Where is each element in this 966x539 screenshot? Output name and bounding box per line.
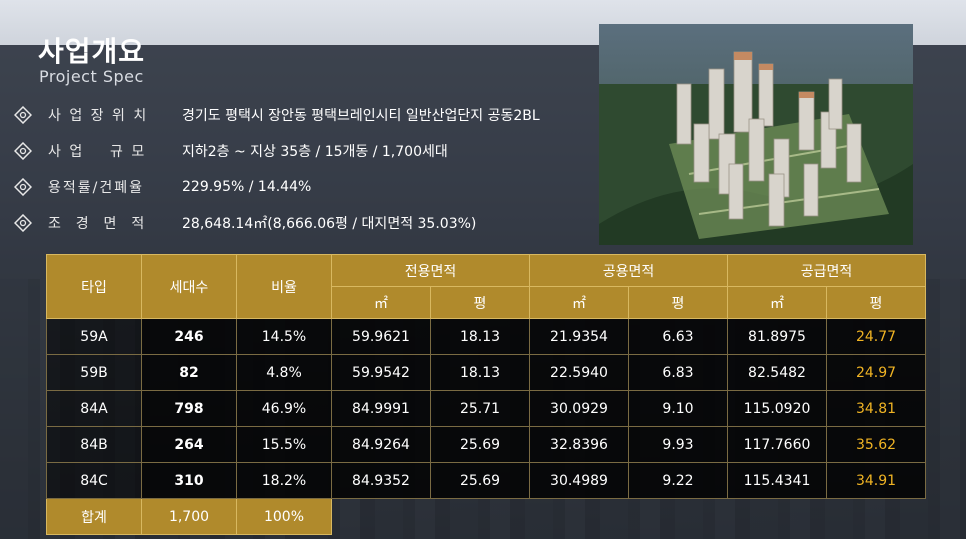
unit-header-pyeong: 평 [628, 286, 728, 319]
cell-common-pyeong: 9.93 [628, 426, 728, 463]
table-row: 84C 310 18.2% 84.9352 25.69 30.4989 9.22… [46, 462, 926, 499]
spec-label: 용적률/건폐율 [48, 180, 144, 196]
cell-ratio: 18.2% [236, 462, 332, 499]
cell-common-sqm: 21.9354 [529, 318, 629, 355]
col-header-type: 타입 [46, 254, 142, 319]
spec-label: 조 경 면 적 [48, 216, 147, 232]
cell-common-pyeong: 6.63 [628, 318, 728, 355]
diamond-bullet-icon [14, 178, 32, 196]
cell-common-sqm: 32.8396 [529, 426, 629, 463]
col-header-exclusive-area: 전용면적 [331, 254, 530, 287]
unit-header-sqm: ㎡ [727, 286, 827, 319]
total-row: 합계 1,700 100% [46, 498, 926, 535]
spec-label: 사 업 규 모 [48, 144, 147, 160]
diamond-bullet-icon [14, 106, 32, 124]
spec-landscape: 조 경 면 적 28,648.14㎡(8,666.06평 / 대지면적 35.0… [14, 213, 476, 233]
cell-units: 310 [141, 462, 237, 499]
cell-units: 246 [141, 318, 237, 355]
cell-ratio: 46.9% [236, 390, 332, 427]
total-units: 1,700 [141, 498, 237, 535]
col-header-common-area: 공용면적 [529, 254, 728, 287]
page-title: 사업개요 [38, 35, 146, 68]
cell-supply-sqm: 115.4341 [727, 462, 827, 499]
cell-exclusive-pyeong: 25.71 [430, 390, 530, 427]
spec-value: 28,648.14㎡(8,666.06평 / 대지면적 35.03%) [182, 216, 477, 232]
cell-type: 59A [46, 318, 142, 355]
cell-type: 84B [46, 426, 142, 463]
cell-common-sqm: 30.4989 [529, 462, 629, 499]
cell-exclusive-sqm: 59.9542 [331, 354, 431, 391]
cell-supply-pyeong: 35.62 [826, 426, 926, 463]
cell-exclusive-sqm: 84.9352 [331, 462, 431, 499]
cell-units: 264 [141, 426, 237, 463]
cell-supply-sqm: 117.7660 [727, 426, 827, 463]
cell-supply-pyeong: 24.97 [826, 354, 926, 391]
cell-common-sqm: 22.5940 [529, 354, 629, 391]
cell-supply-pyeong: 34.81 [826, 390, 926, 427]
cell-supply-sqm: 115.0920 [727, 390, 827, 427]
cell-ratio: 4.8% [236, 354, 332, 391]
cell-supply-pyeong: 34.91 [826, 462, 926, 499]
spec-scale: 사 업 규 모 지하2층 ~ 지상 35층 / 15개동 / 1,700세대 [14, 141, 448, 161]
spec-location: 사 업 장 위 치 경기도 평택시 장안동 평택브레인시티 일반산업단지 공동2… [14, 105, 540, 125]
spec-value: 229.95% / 14.44% [182, 179, 312, 195]
unit-header-sqm: ㎡ [529, 286, 629, 319]
page-subtitle: Project Spec [39, 67, 144, 86]
table-row: 84B 264 15.5% 84.9264 25.69 32.8396 9.93… [46, 426, 926, 463]
cell-exclusive-sqm: 84.9264 [331, 426, 431, 463]
diamond-bullet-icon [14, 214, 32, 232]
cell-exclusive-pyeong: 18.13 [430, 354, 530, 391]
table-row: 84A 798 46.9% 84.9991 25.71 30.0929 9.10… [46, 390, 926, 427]
total-empty-area [332, 499, 926, 535]
spec-value: 지하2층 ~ 지상 35층 / 15개동 / 1,700세대 [182, 144, 448, 160]
cell-supply-sqm: 81.8975 [727, 318, 827, 355]
cell-units: 82 [141, 354, 237, 391]
complex-aerial-image [599, 24, 913, 245]
cell-common-pyeong: 9.22 [628, 462, 728, 499]
unit-header-pyeong: 평 [826, 286, 926, 319]
table-row: 59A 246 14.5% 59.9621 18.13 21.9354 6.63… [46, 318, 926, 355]
cell-supply-pyeong: 24.77 [826, 318, 926, 355]
cell-exclusive-pyeong: 25.69 [430, 426, 530, 463]
diamond-bullet-icon [14, 142, 32, 160]
cell-ratio: 14.5% [236, 318, 332, 355]
cell-exclusive-pyeong: 25.69 [430, 462, 530, 499]
cell-supply-sqm: 82.5482 [727, 354, 827, 391]
unit-header-pyeong: 평 [430, 286, 530, 319]
cell-type: 84C [46, 462, 142, 499]
total-ratio: 100% [236, 498, 332, 535]
cell-type: 84A [46, 390, 142, 427]
cell-exclusive-sqm: 84.9991 [331, 390, 431, 427]
spec-label: 사 업 장 위 치 [48, 108, 149, 124]
cell-common-sqm: 30.0929 [529, 390, 629, 427]
cell-common-pyeong: 6.83 [628, 354, 728, 391]
spec-ratio: 용적률/건폐율 229.95% / 14.44% [14, 177, 311, 197]
cell-exclusive-sqm: 59.9621 [331, 318, 431, 355]
cell-type: 59B [46, 354, 142, 391]
unit-type-table: 타입 세대수 비율 전용면적 공용면적 공급면적 ㎡ 평 ㎡ 평 ㎡ 평 59A… [46, 254, 926, 535]
unit-header-sqm: ㎡ [331, 286, 431, 319]
total-label: 합계 [46, 498, 142, 535]
cell-exclusive-pyeong: 18.13 [430, 318, 530, 355]
col-header-units: 세대수 [141, 254, 237, 319]
cell-common-pyeong: 9.10 [628, 390, 728, 427]
col-header-ratio: 비율 [236, 254, 332, 319]
cell-ratio: 15.5% [236, 426, 332, 463]
cell-units: 798 [141, 390, 237, 427]
table-row: 59B 82 4.8% 59.9542 18.13 22.5940 6.83 8… [46, 354, 926, 391]
col-header-supply-area: 공급면적 [727, 254, 926, 287]
spec-value: 경기도 평택시 장안동 평택브레인시티 일반산업단지 공동2BL [182, 108, 540, 124]
